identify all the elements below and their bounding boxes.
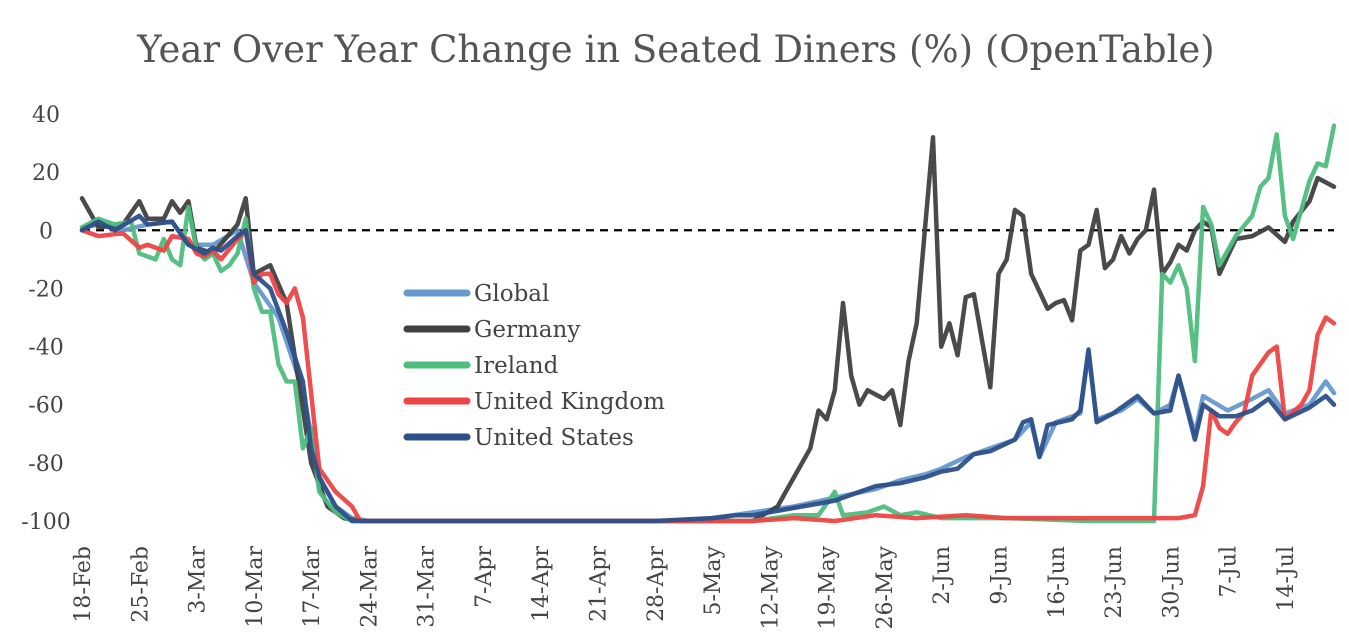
legend: Global Germany Ireland United Kingdom United…	[403, 281, 665, 451]
x-tick-label: 10-Mar	[243, 546, 268, 628]
series-line-united-kingdom	[79, 228, 1337, 524]
x-tick-label: 17-Mar	[300, 546, 325, 628]
x-tick-label: 28-Apr	[644, 546, 669, 622]
series-line-ireland	[79, 123, 1337, 524]
x-tick-label: 7-Jul	[1217, 546, 1242, 597]
y-tick-label: -80	[28, 452, 63, 477]
legend-label-united-states: United States	[474, 425, 634, 451]
y-tick-label: -100	[21, 510, 70, 535]
x-tick-label: 25-Feb	[128, 546, 153, 623]
y-tick-label: -40	[28, 336, 63, 361]
x-tick-label: 2-Jun	[930, 546, 955, 605]
x-tick-label: 30-Jun	[1159, 546, 1184, 619]
x-tick-label: 21-Apr	[587, 546, 612, 622]
x-tick-label: 16-Jun	[1045, 546, 1070, 619]
x-tick-label: 31-Mar	[415, 546, 440, 628]
y-axis: 40 20 0 -20 -40 -60 -80 -100	[21, 103, 70, 535]
x-tick-label: 26-May	[873, 545, 898, 629]
legend-label-germany: Germany	[474, 317, 580, 343]
x-tick-label: 19-May	[816, 545, 841, 629]
y-tick-label: 40	[32, 103, 60, 128]
x-tick-label: 5-May	[701, 545, 726, 615]
x-tick-label: 12-May	[758, 545, 783, 629]
legend-label-global: Global	[474, 281, 549, 307]
y-tick-label: -60	[28, 394, 63, 419]
series-group	[79, 123, 1337, 524]
series-line-united-states	[79, 213, 1337, 524]
y-tick-label: -20	[28, 277, 63, 302]
x-tick-label: 18-Feb	[71, 546, 96, 623]
x-tick-label: 23-Jun	[1102, 546, 1127, 619]
x-tick-label: 9-Jun	[987, 546, 1012, 605]
x-tick-label: 7-Apr	[472, 546, 497, 608]
y-tick-label: 20	[32, 161, 60, 186]
x-tick-label: 14-Apr	[529, 546, 554, 622]
legend-label-united-kingdom: United Kingdom	[474, 389, 665, 415]
legend-label-ireland: Ireland	[474, 353, 559, 379]
x-tick-label: 3-Mar	[186, 546, 211, 614]
chart-title: Year Over Year Change in Seated Diners (…	[136, 28, 1214, 71]
x-tick-label: 14-Jul	[1274, 546, 1299, 611]
y-tick-label: 0	[39, 219, 53, 244]
x-tick-label: 24-Mar	[357, 546, 382, 628]
x-axis: 18-Feb 25-Feb 3-Mar 10-Mar 17-Mar 24-Mar 31-Ma…	[71, 545, 1299, 629]
series-line-germany	[79, 135, 1337, 524]
